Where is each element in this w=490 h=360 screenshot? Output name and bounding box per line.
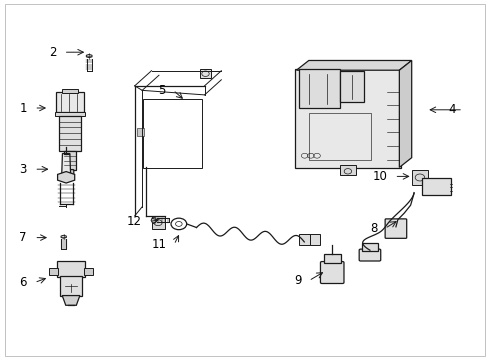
FancyBboxPatch shape: [385, 219, 407, 238]
FancyBboxPatch shape: [362, 243, 378, 251]
FancyBboxPatch shape: [49, 268, 58, 275]
FancyBboxPatch shape: [310, 234, 320, 245]
Text: 12: 12: [127, 215, 142, 228]
Text: 4: 4: [448, 103, 456, 116]
FancyBboxPatch shape: [320, 261, 344, 284]
FancyBboxPatch shape: [340, 71, 364, 102]
Text: 2: 2: [49, 46, 56, 59]
Polygon shape: [86, 54, 92, 58]
FancyBboxPatch shape: [359, 249, 381, 261]
Bar: [151, 216, 165, 229]
Polygon shape: [399, 60, 412, 167]
Bar: [412, 170, 428, 185]
Text: 11: 11: [151, 238, 167, 251]
Bar: [200, 69, 211, 78]
Polygon shape: [151, 218, 157, 223]
Text: 3: 3: [20, 163, 27, 176]
Bar: [64, 151, 76, 170]
Bar: [309, 113, 370, 159]
Polygon shape: [62, 153, 71, 177]
FancyBboxPatch shape: [299, 234, 310, 245]
FancyBboxPatch shape: [66, 170, 74, 177]
FancyBboxPatch shape: [57, 261, 85, 278]
Bar: [59, 116, 81, 151]
FancyBboxPatch shape: [62, 89, 78, 93]
FancyBboxPatch shape: [84, 268, 93, 275]
Text: 1: 1: [20, 102, 27, 114]
Text: 8: 8: [370, 222, 377, 235]
Bar: [55, 112, 85, 116]
FancyBboxPatch shape: [298, 69, 340, 108]
Bar: [340, 166, 356, 175]
FancyBboxPatch shape: [324, 254, 341, 263]
Text: 6: 6: [20, 276, 27, 289]
FancyBboxPatch shape: [422, 178, 451, 195]
Bar: [137, 128, 144, 136]
Polygon shape: [296, 60, 412, 70]
Text: 5: 5: [158, 84, 166, 96]
Polygon shape: [61, 235, 66, 238]
Polygon shape: [62, 296, 80, 305]
Bar: [60, 276, 82, 296]
FancyBboxPatch shape: [56, 92, 84, 112]
Text: 7: 7: [20, 231, 27, 244]
Polygon shape: [58, 172, 74, 183]
Text: 9: 9: [294, 274, 301, 287]
FancyBboxPatch shape: [295, 69, 401, 168]
Text: 10: 10: [372, 170, 387, 183]
